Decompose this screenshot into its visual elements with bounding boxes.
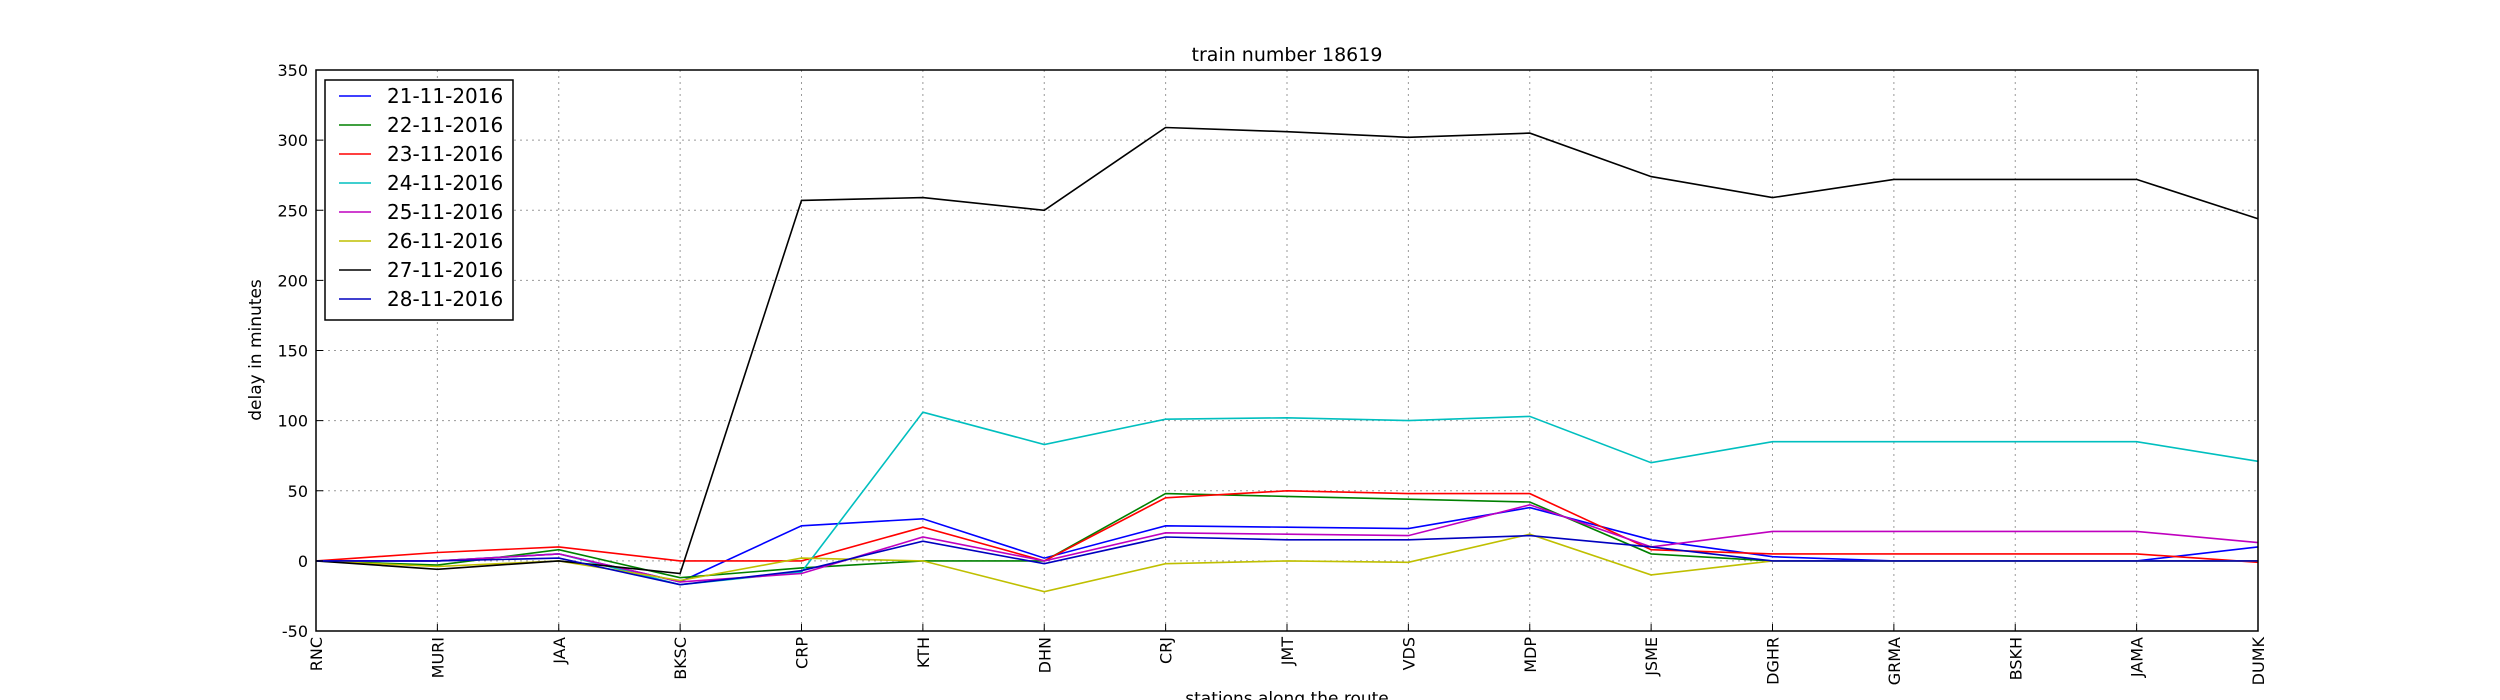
x-tick-label: KTH	[914, 637, 933, 668]
y-tick-label: 100	[277, 412, 308, 431]
chart-title: train number 18619	[1192, 44, 1383, 66]
legend-label: 24-11-2016	[387, 171, 503, 195]
x-tick-label: DUMK	[2249, 636, 2268, 685]
x-tick-label: JMT	[1278, 637, 1297, 667]
series-line-25-11-2016	[316, 503, 2259, 583]
series-line-28-11-2016	[316, 534, 2258, 586]
legend-label: 21-11-2016	[387, 84, 503, 108]
y-tick-label: 150	[277, 342, 308, 361]
y-tick-label: 200	[277, 271, 308, 290]
x-tick-label: DGHR	[1764, 637, 1783, 685]
y-tick-label: 0	[298, 552, 308, 571]
series-line-23-11-2016	[315, 489, 2259, 564]
x-tick-label: MURI	[428, 637, 447, 678]
y-tick-label: 300	[277, 131, 308, 150]
y-tick-label: 350	[277, 61, 308, 80]
x-tick-label: CRP	[793, 637, 812, 669]
y-tick-label: 50	[288, 482, 308, 501]
x-axis-label: stations along the route	[1185, 689, 1389, 700]
legend-label: 26-11-2016	[387, 229, 503, 253]
legend: 21-11-2016 22-11-2016 23-11-2016 24-11-2016…	[324, 79, 514, 321]
legend-label: 28-11-2016	[387, 287, 503, 311]
legend-label: 22-11-2016	[387, 113, 503, 137]
y-tick-label: -50	[282, 622, 308, 641]
x-tick-label: JSME	[1642, 637, 1661, 677]
x-tick-label: JAMA	[2128, 637, 2147, 678]
y-axis-ticks: -50 0 50 100 150 200 250 300 350	[277, 61, 323, 641]
x-tick-label: RNC	[307, 637, 326, 671]
series-line-24-11-2016	[316, 411, 2259, 586]
legend-box	[324, 79, 514, 321]
x-tick-label: VDS	[1399, 637, 1418, 670]
x-tick-label: GRMA	[1885, 637, 1904, 685]
y-axis-label: delay in minutes	[246, 279, 266, 421]
x-tick-label: CRJ	[1157, 637, 1176, 664]
x-axis-ticks: RNC MURI JAA BKSC CRP KTH DHN CRJ JMT VDS MDP JSME D…	[307, 624, 2268, 685]
x-tick-label: BSKH	[2006, 637, 2025, 680]
legend-label: 25-11-2016	[387, 200, 503, 224]
series-lines	[315, 126, 2259, 593]
x-tick-label: BKSC	[671, 637, 690, 680]
x-tick-label: JAA	[550, 637, 569, 665]
x-tick-label: MDP	[1521, 637, 1540, 673]
legend-label: 27-11-2016	[387, 258, 503, 282]
grid	[315, 69, 2259, 632]
y-tick-label: 250	[277, 201, 308, 220]
legend-label: 23-11-2016	[387, 142, 503, 166]
x-tick-label: DHN	[1035, 637, 1054, 673]
series-line-27-11-2016	[315, 126, 2259, 575]
